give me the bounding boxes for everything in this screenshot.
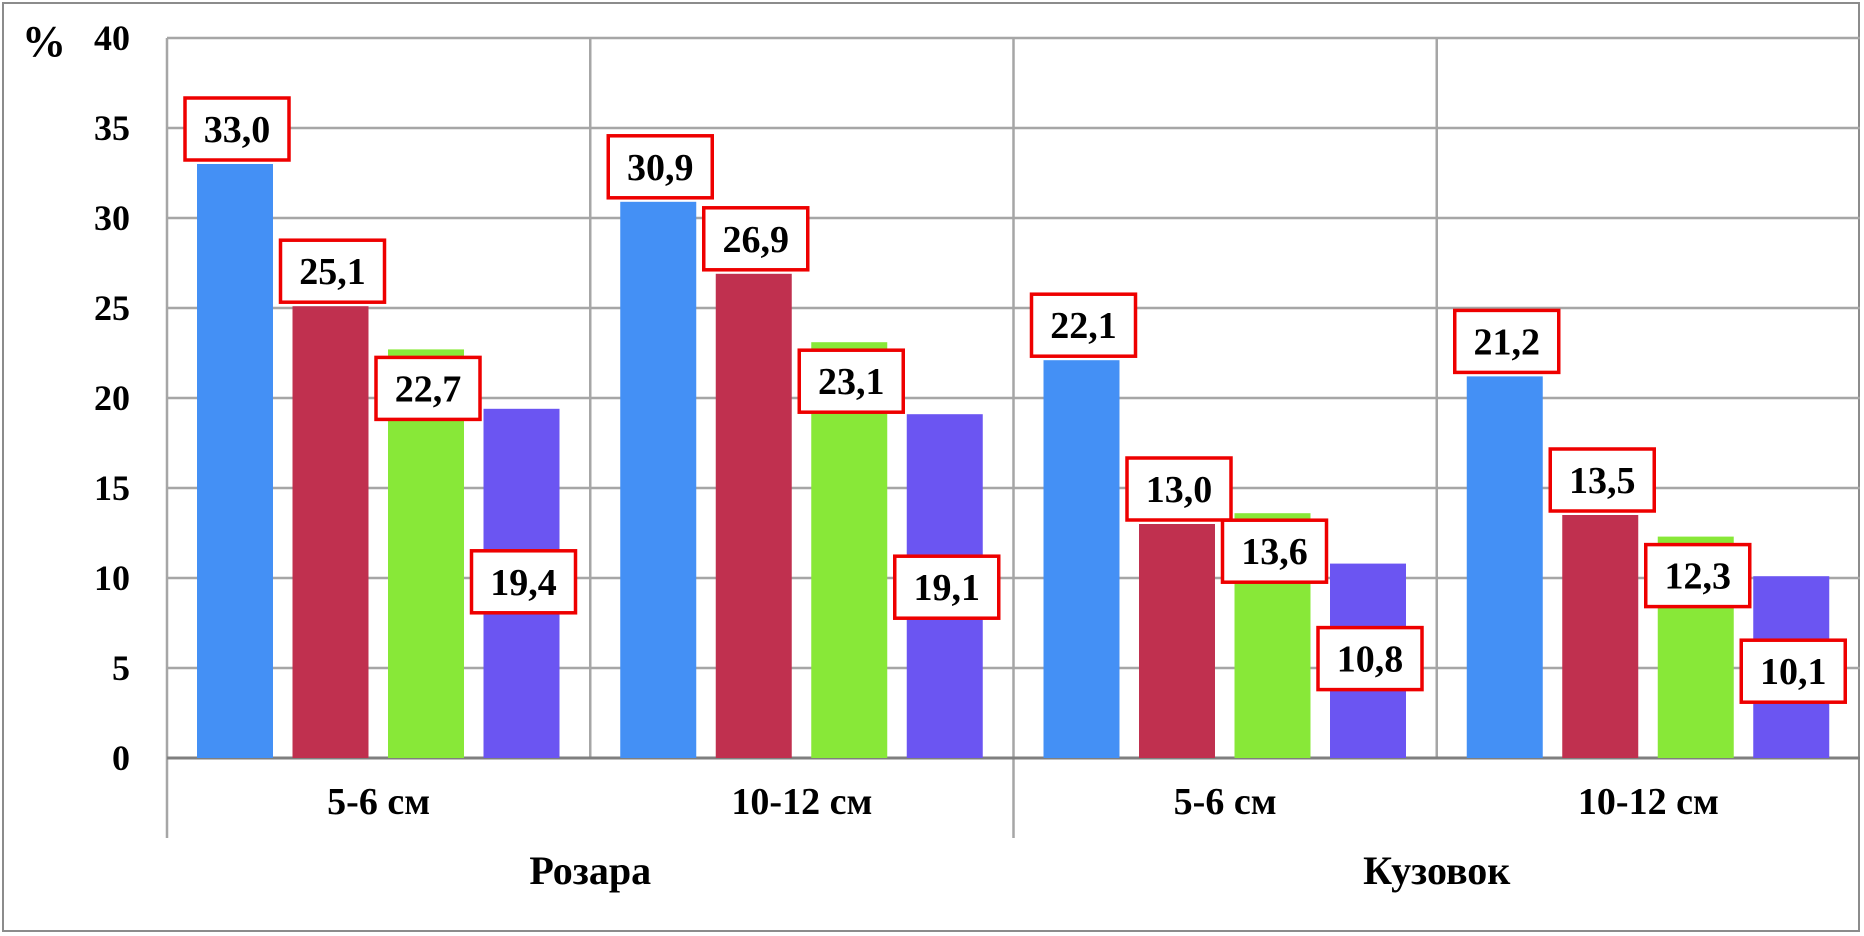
bar: [197, 164, 273, 758]
y-tick-label: 20: [94, 378, 130, 418]
bar: [715, 273, 792, 758]
y-tick-label: 35: [94, 108, 130, 148]
bar: [292, 306, 369, 758]
bar: [1466, 376, 1543, 758]
data-label-box: [1644, 542, 1752, 609]
data-label: 21,2: [1474, 321, 1541, 363]
data-label-box: [797, 348, 905, 414]
data-label-box: [702, 206, 810, 272]
data-label-box: [1453, 308, 1561, 375]
data-label: 19,1: [914, 567, 981, 609]
x-tick-label: 5-6 см: [1174, 781, 1277, 823]
data-label-box: [1220, 518, 1329, 584]
y-tick-label: 0: [112, 738, 130, 778]
data-label: 33,0: [204, 109, 271, 151]
data-label-box: [278, 238, 387, 304]
data-label: 10,8: [1337, 639, 1404, 681]
data-label: 19,4: [490, 562, 557, 604]
data-label: 26,9: [723, 219, 790, 261]
data-label-box: [1029, 292, 1138, 358]
bar: [1139, 524, 1215, 758]
bar-chart: 0 5 10 15 20 25 30 35 40% 33,0 25,1 22,7 19,4 5-6 см 3…: [22, 17, 1860, 893]
bar: [1043, 360, 1120, 758]
x-group-label: Кузовок: [1363, 848, 1510, 893]
x-group-label: Розара: [529, 848, 651, 893]
data-label: 22,1: [1050, 305, 1117, 347]
x-tick-label: 10-12 см: [1578, 781, 1719, 823]
y-axis-unit-label: %: [22, 17, 66, 66]
data-label-box: [1316, 625, 1424, 692]
x-tick-label: 10-12 см: [731, 781, 872, 823]
data-label-box: [606, 134, 714, 200]
data-label-box: [893, 554, 1001, 620]
y-tick-label: 5: [112, 648, 130, 688]
y-tick-label: 30: [94, 198, 130, 238]
data-label-box: [1739, 638, 1847, 704]
data-label: 25,1: [299, 251, 366, 293]
bar: [620, 201, 697, 759]
data-label: 10,1: [1760, 651, 1827, 693]
y-tick-label: 25: [94, 288, 130, 328]
data-label: 13,6: [1241, 531, 1308, 573]
data-label: 12,3: [1665, 556, 1732, 598]
data-label: 13,0: [1146, 469, 1213, 511]
data-label-box: [1125, 456, 1233, 522]
data-label-box: [374, 355, 482, 422]
y-tick-label: 15: [94, 468, 130, 508]
x-tick-label: 5-6 см: [327, 781, 430, 823]
bar: [1562, 515, 1639, 758]
y-tick-label: 10: [94, 558, 130, 598]
data-label: 23,1: [818, 361, 885, 403]
data-label: 22,7: [395, 368, 462, 410]
data-label: 13,5: [1569, 460, 1636, 502]
data-label-box: [183, 96, 291, 162]
data-label-box: [1548, 447, 1656, 513]
y-tick-label: 40: [94, 18, 130, 58]
data-label: 30,9: [627, 147, 694, 189]
data-label-box: [469, 549, 578, 615]
